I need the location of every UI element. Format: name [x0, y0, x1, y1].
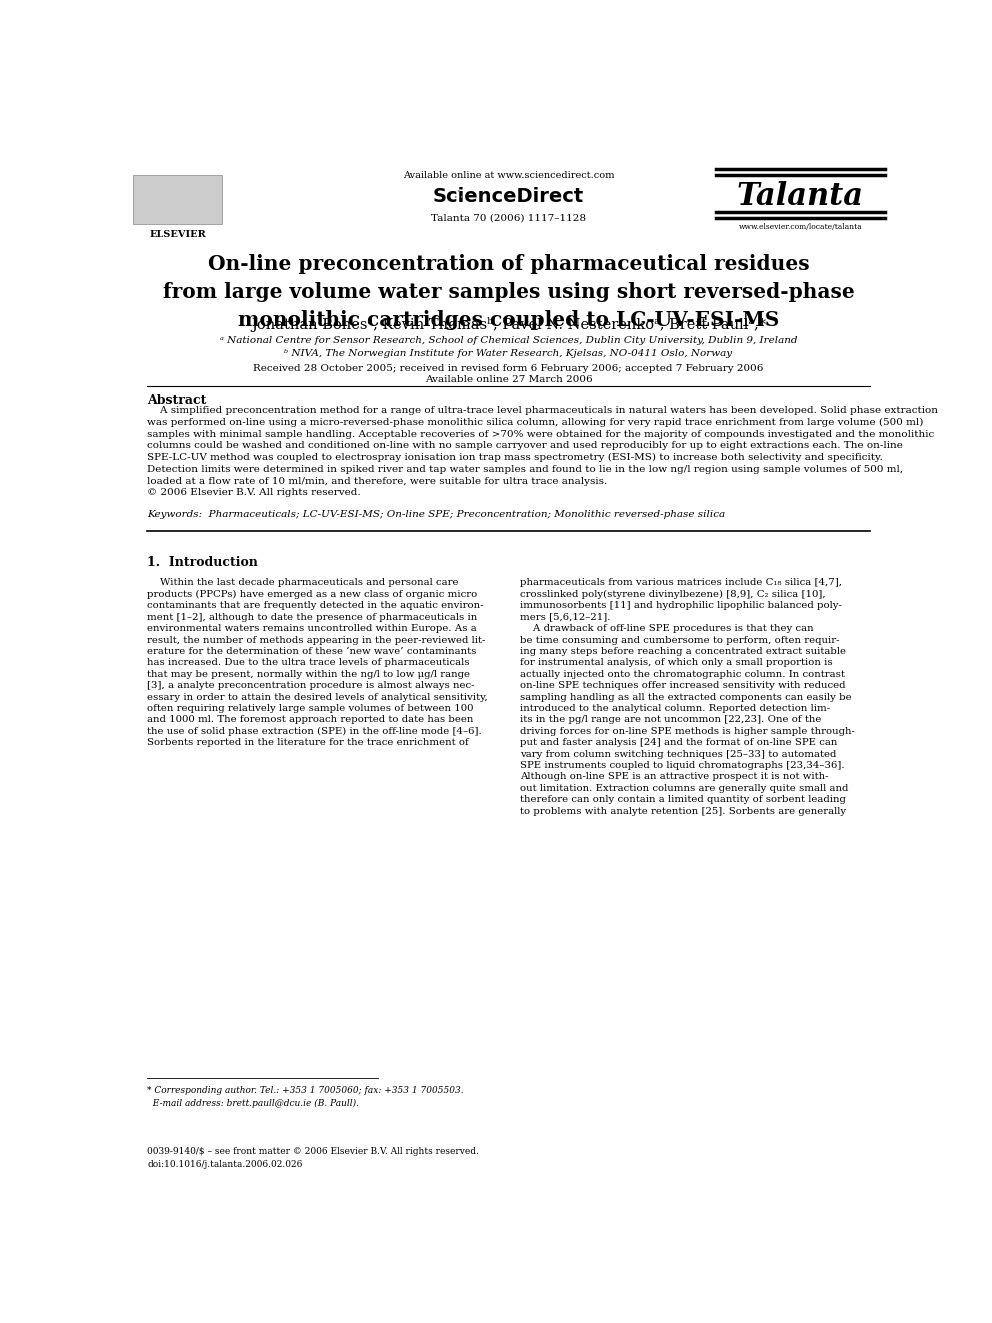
- Text: [3], a analyte preconcentration procedure is almost always nec-: [3], a analyte preconcentration procedur…: [147, 681, 474, 691]
- Text: columns could be washed and conditioned on-line with no sample carryover and use: columns could be washed and conditioned …: [147, 442, 903, 450]
- Text: often requiring relatively large sample volumes of between 100: often requiring relatively large sample …: [147, 704, 473, 713]
- Text: the use of solid phase extraction (SPE) in the off-line mode [4–6].: the use of solid phase extraction (SPE) …: [147, 726, 482, 736]
- Text: therefore can only contain a limited quantity of sorbent leading: therefore can only contain a limited qua…: [520, 795, 846, 804]
- Text: crosslinked poly(styrene divinylbezene) [8,9], C₂ silica [10],: crosslinked poly(styrene divinylbezene) …: [520, 590, 825, 599]
- Text: has increased. Due to the ultra trace levels of pharmaceuticals: has increased. Due to the ultra trace le…: [147, 659, 469, 667]
- Text: ScienceDirect: ScienceDirect: [433, 188, 584, 206]
- FancyBboxPatch shape: [133, 175, 221, 224]
- Text: immunosorbents [11] and hydrophilic lipophilic balanced poly-: immunosorbents [11] and hydrophilic lipo…: [520, 601, 842, 610]
- Text: actually injected onto the chromatographic column. In contrast: actually injected onto the chromatograph…: [520, 669, 845, 679]
- Text: ᵇ NIVA, The Norwegian Institute for Water Research, Kjelsas, NO-0411 Oslo, Norwa: ᵇ NIVA, The Norwegian Institute for Wate…: [285, 349, 732, 359]
- Text: Jonathan Bonesᵃ, Kevin Thomasᵇ, Pavel N. Nesterenkoᵃ, Brett Paullᵃ,*: Jonathan Bonesᵃ, Kevin Thomasᵇ, Pavel N.…: [251, 316, 766, 332]
- Text: ELSEVIER: ELSEVIER: [150, 230, 206, 239]
- Text: contaminants that are frequently detected in the aquatic environ-: contaminants that are frequently detecte…: [147, 601, 483, 610]
- Text: mers [5,6,12–21].: mers [5,6,12–21].: [520, 613, 610, 622]
- Text: SPE-LC-UV method was coupled to electrospray ionisation ion trap mass spectromet: SPE-LC-UV method was coupled to electros…: [147, 454, 883, 462]
- Text: driving forces for on-line SPE methods is higher sample through-: driving forces for on-line SPE methods i…: [520, 726, 855, 736]
- Text: ing many steps before reaching a concentrated extract suitable: ing many steps before reaching a concent…: [520, 647, 846, 656]
- Text: and 1000 ml. The foremost approach reported to date has been: and 1000 ml. The foremost approach repor…: [147, 716, 473, 725]
- Text: doi:10.1016/j.talanta.2006.02.026: doi:10.1016/j.talanta.2006.02.026: [147, 1160, 303, 1170]
- Text: © 2006 Elsevier B.V. All rights reserved.: © 2006 Elsevier B.V. All rights reserved…: [147, 488, 361, 497]
- Text: be time consuming and cumbersome to perform, often requir-: be time consuming and cumbersome to perf…: [520, 635, 839, 644]
- Text: out limitation. Extraction columns are generally quite small and: out limitation. Extraction columns are g…: [520, 783, 848, 792]
- Text: for instrumental analysis, of which only a small proportion is: for instrumental analysis, of which only…: [520, 659, 832, 667]
- Text: 1.  Introduction: 1. Introduction: [147, 556, 258, 569]
- Text: ∴: ∴: [453, 187, 463, 201]
- Text: its in the pg/l range are not uncommon [22,23]. One of the: its in the pg/l range are not uncommon […: [520, 716, 821, 725]
- Text: was performed on-line using a micro-reversed-phase monolithic silica column, all: was performed on-line using a micro-reve…: [147, 418, 924, 427]
- Text: ᵃ National Centre for Sensor Research, School of Chemical Sciences, Dublin City : ᵃ National Centre for Sensor Research, S…: [219, 336, 798, 345]
- Text: environmental waters remains uncontrolled within Europe. As a: environmental waters remains uncontrolle…: [147, 624, 477, 634]
- Text: Although on-line SPE is an attractive prospect it is not with-: Although on-line SPE is an attractive pr…: [520, 773, 828, 782]
- Text: sampling handling as all the extracted components can easily be: sampling handling as all the extracted c…: [520, 692, 851, 701]
- Text: Keywords:  Pharmaceuticals; LC-UV-ESI-MS; On-line SPE; Preconcentration; Monolit: Keywords: Pharmaceuticals; LC-UV-ESI-MS;…: [147, 511, 725, 519]
- Text: A drawback of off-line SPE procedures is that they can: A drawback of off-line SPE procedures is…: [520, 624, 813, 634]
- Text: * Corresponding author. Tel.: +353 1 7005060; fax: +353 1 7005503.: * Corresponding author. Tel.: +353 1 700…: [147, 1086, 463, 1095]
- Text: erature for the determination of these ‘new wave’ contaminants: erature for the determination of these ‘…: [147, 647, 476, 656]
- Text: www.elsevier.com/locate/talanta: www.elsevier.com/locate/talanta: [739, 224, 862, 232]
- Text: samples with minimal sample handling. Acceptable recoveries of >70% were obtaine: samples with minimal sample handling. Ac…: [147, 430, 934, 439]
- Text: vary from column switching techniques [25–33] to automated: vary from column switching techniques [2…: [520, 750, 836, 758]
- Text: essary in order to attain the desired levels of analytical sensitivity,: essary in order to attain the desired le…: [147, 692, 488, 701]
- Text: A simplified preconcentration method for a range of ultra-trace level pharmaceut: A simplified preconcentration method for…: [147, 406, 938, 415]
- Text: to problems with analyte retention [25]. Sorbents are generally: to problems with analyte retention [25].…: [520, 807, 846, 816]
- Text: 0039-9140/$ – see front matter © 2006 Elsevier B.V. All rights reserved.: 0039-9140/$ – see front matter © 2006 El…: [147, 1147, 479, 1156]
- Text: loaded at a flow rate of 10 ml/min, and therefore, were suitable for ultra trace: loaded at a flow rate of 10 ml/min, and …: [147, 476, 607, 486]
- Text: pharmaceuticals from various matrices include C₁₈ silica [4,7],: pharmaceuticals from various matrices in…: [520, 578, 842, 587]
- Text: On-line preconcentration of pharmaceutical residues
from large volume water samp: On-line preconcentration of pharmaceutic…: [163, 254, 854, 329]
- Text: Sorbents reported in the literature for the trace enrichment of: Sorbents reported in the literature for …: [147, 738, 469, 747]
- Text: Detection limits were determined in spiked river and tap water samples and found: Detection limits were determined in spik…: [147, 464, 903, 474]
- Text: put and faster analysis [24] and the format of on-line SPE can: put and faster analysis [24] and the for…: [520, 738, 837, 747]
- Text: that may be present, normally within the ng/l to low μg/l range: that may be present, normally within the…: [147, 669, 470, 679]
- Text: on-line SPE techniques offer increased sensitivity with reduced: on-line SPE techniques offer increased s…: [520, 681, 845, 691]
- Text: SPE instruments coupled to liquid chromatographs [23,34–36].: SPE instruments coupled to liquid chroma…: [520, 761, 844, 770]
- Text: Talanta 70 (2006) 1117–1128: Talanta 70 (2006) 1117–1128: [431, 214, 586, 222]
- Text: Available online 27 March 2006: Available online 27 March 2006: [425, 374, 592, 384]
- Text: Within the last decade pharmaceuticals and personal care: Within the last decade pharmaceuticals a…: [147, 578, 458, 587]
- Text: E-mail address: brett.paull@dcu.ie (B. Paull).: E-mail address: brett.paull@dcu.ie (B. P…: [147, 1099, 359, 1109]
- Text: products (PPCPs) have emerged as a new class of organic micro: products (PPCPs) have emerged as a new c…: [147, 590, 477, 599]
- Text: Abstract: Abstract: [147, 394, 206, 407]
- Text: introduced to the analytical column. Reported detection lim-: introduced to the analytical column. Rep…: [520, 704, 830, 713]
- Text: ment [1–2], although to date the presence of pharmaceuticals in: ment [1–2], although to date the presenc…: [147, 613, 477, 622]
- Text: result, the number of methods appearing in the peer-reviewed lit-: result, the number of methods appearing …: [147, 635, 485, 644]
- Text: Talanta: Talanta: [737, 181, 864, 212]
- Text: Received 28 October 2005; received in revised form 6 February 2006; accepted 7 F: Received 28 October 2005; received in re…: [253, 364, 764, 373]
- Text: Available online at www.sciencedirect.com: Available online at www.sciencedirect.co…: [403, 171, 614, 180]
